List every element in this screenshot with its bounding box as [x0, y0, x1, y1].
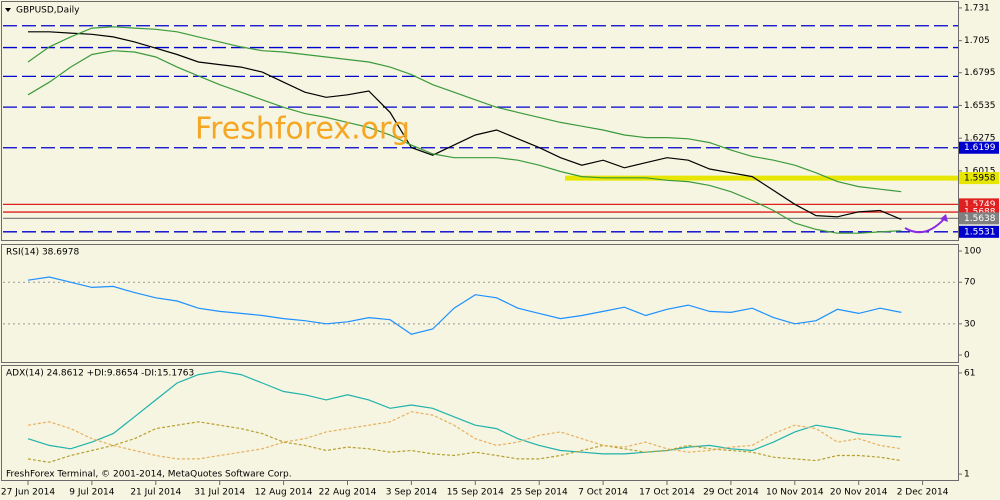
series-line: [27, 26, 902, 193]
y-tick-label: 1.6535: [964, 101, 996, 111]
x-tick-label: 25 Sep 2014: [511, 488, 568, 498]
forecast-arrow: [904, 217, 946, 234]
level-label: 1.5749: [964, 200, 996, 210]
y-tick-label: 100: [964, 247, 981, 257]
price-frame: [1, 1, 959, 241]
level-label: 1.5958: [964, 174, 996, 184]
level-tag: [959, 172, 999, 185]
x-tick-label: 22 Aug 2014: [319, 488, 377, 498]
x-tick-label: 29 Oct 2014: [703, 488, 759, 498]
panel-frames: [1, 1, 959, 481]
rsi-title: RSI(14) 38.6978: [6, 248, 79, 258]
series-line: [27, 50, 902, 234]
y-tick-label: 30: [964, 319, 976, 329]
level-label: 1.6199: [964, 143, 996, 153]
y-tick-label: 1.6015: [964, 166, 996, 176]
series-line: [27, 421, 902, 463]
y-tick-label: 1.705: [964, 36, 990, 46]
x-tick-label: 10 Nov 2014: [766, 488, 824, 498]
rsi-frame: [1, 244, 959, 363]
y-tick-label: 61: [964, 368, 975, 378]
y-tick-label: 1.731: [964, 3, 990, 13]
series-line: [27, 411, 902, 460]
x-tick-label: 9 Jul 2014: [69, 488, 114, 498]
adx-title: ADX(14) 24.8612 +DI:9.8654 -DI:15.1763: [6, 369, 194, 379]
level-tag: [959, 225, 999, 238]
menu-triangle: [5, 8, 11, 12]
level-label: 1.5638: [964, 214, 996, 224]
y-tick-label: 1: [964, 470, 970, 480]
y-tick-label: 1.6795: [964, 68, 996, 78]
x-tick-label: 15 Sep 2014: [447, 488, 504, 498]
footer: FreshForex Terminal, © 2001-2014, MetaQu…: [6, 470, 292, 480]
level-tag: [959, 212, 999, 225]
symbol-title: GBPUSD,Daily: [16, 6, 80, 16]
x-tick-label: 20 Nov 2014: [830, 488, 888, 498]
series-line: [28, 31, 902, 220]
x-tick-label: 3 Sep 2014: [386, 488, 438, 498]
x-tick-label: 31 Jul 2014: [194, 488, 245, 498]
plot-layer: 1.731 1.705 1.6795 1.6535 1.6275 1.6015 1.6199…: [1, 3, 999, 498]
y-tick-label: 0: [964, 351, 970, 361]
arrow-head: [940, 214, 948, 222]
x-tick-label: 7 Oct 2014: [578, 488, 628, 498]
x-tick-label: 27 Jun 2014: [1, 488, 55, 498]
y-tick-label: 70: [964, 278, 976, 288]
watermark: Freshforex.org: [195, 112, 410, 147]
x-tick-label: 21 Jul 2014: [130, 488, 181, 498]
level-tag: [959, 141, 999, 154]
series-line: [27, 370, 902, 455]
level-label: 1.5531: [964, 227, 996, 237]
x-tick-label: 12 Aug 2014: [255, 488, 313, 498]
x-tick-label: 2 Dec 2014: [897, 488, 949, 498]
y-tick-label: 1.6275: [964, 134, 996, 144]
series-line: [27, 276, 902, 335]
x-tick-label: 17 Oct 2014: [639, 488, 695, 498]
adx-frame: [1, 365, 959, 481]
